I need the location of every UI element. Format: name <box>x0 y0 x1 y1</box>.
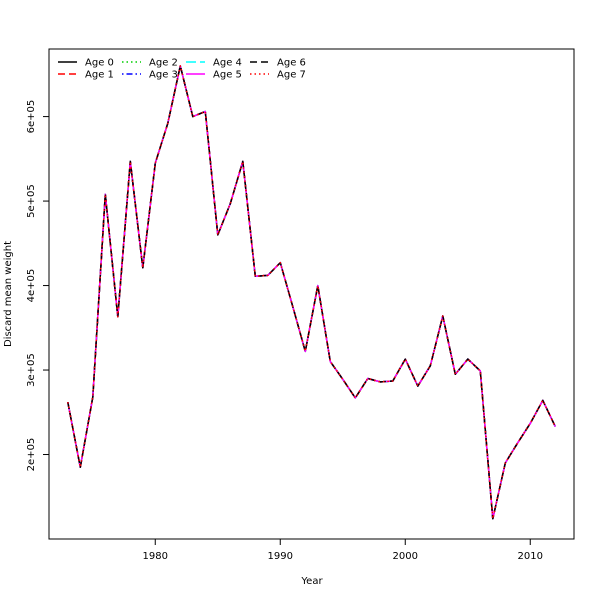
legend-label: Age 2 <box>149 58 178 69</box>
series-line-age-6 <box>67 65 556 520</box>
legend-label: Age 0 <box>85 58 114 69</box>
x-tick-label: 2010 <box>518 551 543 562</box>
y-axis: 2e+05 3e+05 4e+05 5e+05 6e+05 <box>26 100 49 472</box>
series-lines <box>67 65 556 520</box>
x-tick-label: 1980 <box>143 551 168 562</box>
legend-label: Age 7 <box>277 70 306 81</box>
x-axis: 1980 1990 2000 2010 <box>143 539 543 562</box>
legend-label: Age 3 <box>149 70 178 81</box>
legend-label: Age 4 <box>213 58 242 69</box>
series-line-age-7 <box>67 65 556 520</box>
x-tick-label: 1990 <box>268 551 293 562</box>
legend-label: Age 6 <box>277 58 306 69</box>
y-tick-label: 4e+05 <box>26 269 37 303</box>
y-tick-label: 3e+05 <box>26 353 37 387</box>
legend-label: Age 1 <box>85 70 114 81</box>
x-axis-label: Year <box>300 576 323 587</box>
legend-label: Age 5 <box>213 70 242 81</box>
y-tick-label: 2e+05 <box>26 438 37 472</box>
plot-frame <box>48 48 575 540</box>
y-tick-label: 6e+05 <box>26 100 37 134</box>
y-tick-label: 5e+05 <box>26 184 37 218</box>
x-tick-label: 2000 <box>393 551 418 562</box>
y-axis-label: Discard mean weight <box>3 241 14 347</box>
